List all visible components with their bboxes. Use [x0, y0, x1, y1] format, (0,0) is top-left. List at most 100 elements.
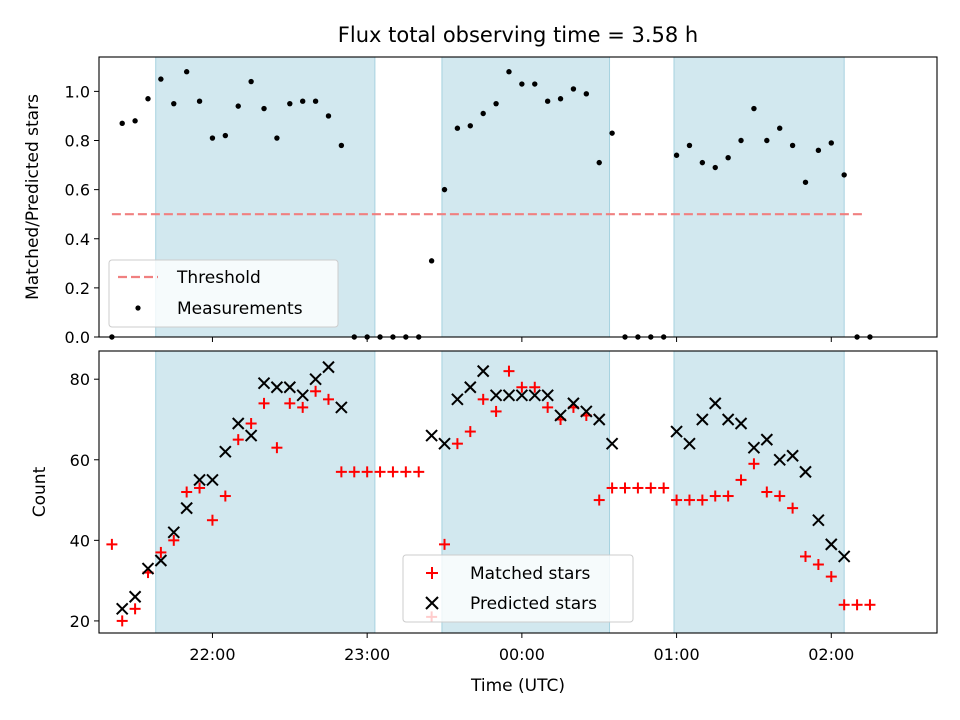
measurement-point	[557, 96, 564, 102]
measurement-point	[725, 155, 731, 161]
predicted-star-point	[528, 389, 541, 402]
matched-star-point	[709, 490, 721, 502]
predicted-star-point	[734, 417, 748, 430]
measurement-point	[299, 98, 306, 104]
measurement-point	[532, 81, 538, 87]
measurement-point	[312, 98, 319, 104]
matched-star-point	[168, 534, 180, 546]
measurement-point	[171, 100, 177, 107]
measurement-point	[815, 147, 822, 154]
predicted-star-point	[335, 401, 348, 414]
matched-star-point	[106, 538, 118, 550]
legend-measurements-swatch	[135, 305, 141, 311]
predicted-star-point	[593, 413, 606, 426]
predicted-star-point	[309, 372, 322, 386]
matched-star-point	[245, 418, 257, 430]
measurement-point	[789, 142, 796, 149]
measurement-point	[506, 69, 512, 75]
top-axes-frame	[98, 56, 938, 338]
bottom-xtick-label: 22:00	[189, 645, 235, 664]
matched-star-point	[645, 482, 657, 494]
predicted-star-point	[515, 389, 529, 402]
predicted-star-point	[502, 389, 516, 402]
bottom-legend-box	[402, 554, 634, 623]
top-ytick-label: 0.8	[65, 132, 90, 151]
predicted-star-point	[154, 554, 168, 567]
bottom-observing-window-3	[673, 350, 845, 634]
matched-star-point	[284, 397, 296, 409]
matched-star-point	[825, 571, 837, 583]
matched-star-point	[181, 486, 193, 498]
top-observing-window-2	[441, 56, 611, 338]
predicted-star-point	[670, 425, 683, 438]
top-panel: 0.0 0.2 0.4 0.6 0.8 1.0 Matched/Predicted sta…	[23, 56, 938, 347]
measurement-point	[145, 96, 151, 102]
bottom-xtick-label: 00:00	[499, 645, 545, 664]
matched-star-point	[194, 482, 206, 494]
measurement-point	[274, 135, 280, 141]
legend-threshold-label: Threshold	[176, 268, 261, 288]
matched-star-point	[464, 426, 476, 438]
matched-star-point	[761, 486, 773, 498]
measurement-point	[428, 258, 435, 264]
predicted-star-point	[696, 413, 709, 426]
matched-star-point	[799, 550, 811, 562]
predicted-star-point	[580, 405, 593, 418]
measurement-point	[454, 125, 461, 131]
legend-predicted-label: Predicted stars	[470, 594, 597, 614]
matched-star-point	[787, 502, 799, 514]
predicted-star-point	[709, 397, 722, 410]
matched-star-point	[529, 381, 541, 393]
predicted-star-point	[554, 409, 567, 422]
predicted-star-point	[786, 449, 799, 462]
measurement-point	[828, 140, 834, 146]
matched-star-point	[490, 405, 502, 417]
measurement-point	[132, 118, 138, 124]
predicted-star-point	[141, 562, 155, 575]
measurement-point	[222, 132, 229, 139]
measurement-point	[287, 100, 293, 107]
bottom-axes-frame	[98, 350, 938, 634]
predicted-star-point	[232, 417, 245, 430]
measurement-point	[119, 120, 125, 127]
matched-star-point	[748, 458, 760, 470]
bottom-ytick-label: 80	[70, 370, 90, 389]
matched-star-point	[413, 466, 425, 478]
measurement-point	[712, 164, 718, 171]
predicted-star-point	[128, 590, 142, 603]
matched-star-point	[864, 599, 876, 611]
predicted-star-point	[799, 465, 812, 479]
predicted-star-point	[322, 360, 335, 374]
top-ytick-label: 1.0	[65, 82, 90, 101]
predicted-star-point	[115, 602, 129, 616]
measurement-point	[764, 137, 770, 144]
measurement-point	[519, 81, 525, 87]
predicted-star-point	[193, 473, 206, 487]
predicted-star-point	[438, 437, 451, 450]
top-ytick-label: 0.6	[65, 181, 90, 200]
measurement-point	[570, 86, 577, 92]
predicted-star-point	[837, 550, 851, 563]
matched-star-point	[322, 393, 334, 405]
matched-star-point	[155, 546, 167, 558]
legend-matched-label: Matched stars	[470, 564, 590, 584]
predicted-star-point	[206, 473, 219, 487]
predicted-star-point	[567, 397, 580, 410]
bottom-xtick-label: 23:00	[344, 645, 390, 664]
predicted-star-point	[464, 381, 477, 394]
bottom-ytick-label: 20	[70, 612, 90, 631]
matched-star-point	[232, 434, 244, 446]
matched-star-point	[593, 494, 605, 506]
measurement-point	[338, 142, 345, 149]
measurement-point	[738, 137, 744, 144]
predicted-star-point	[167, 526, 180, 539]
predicted-star-point	[747, 441, 761, 454]
legend-predicted-swatch	[425, 596, 439, 610]
matched-star-point	[129, 603, 141, 615]
predicted-star-point	[825, 538, 838, 551]
matched-star-point	[297, 401, 309, 413]
measurement-point	[325, 113, 332, 119]
predicted-star-point	[683, 437, 696, 450]
measurement-point	[596, 159, 602, 166]
chart-title: Flux total observing time = 3.58 h	[338, 23, 698, 47]
